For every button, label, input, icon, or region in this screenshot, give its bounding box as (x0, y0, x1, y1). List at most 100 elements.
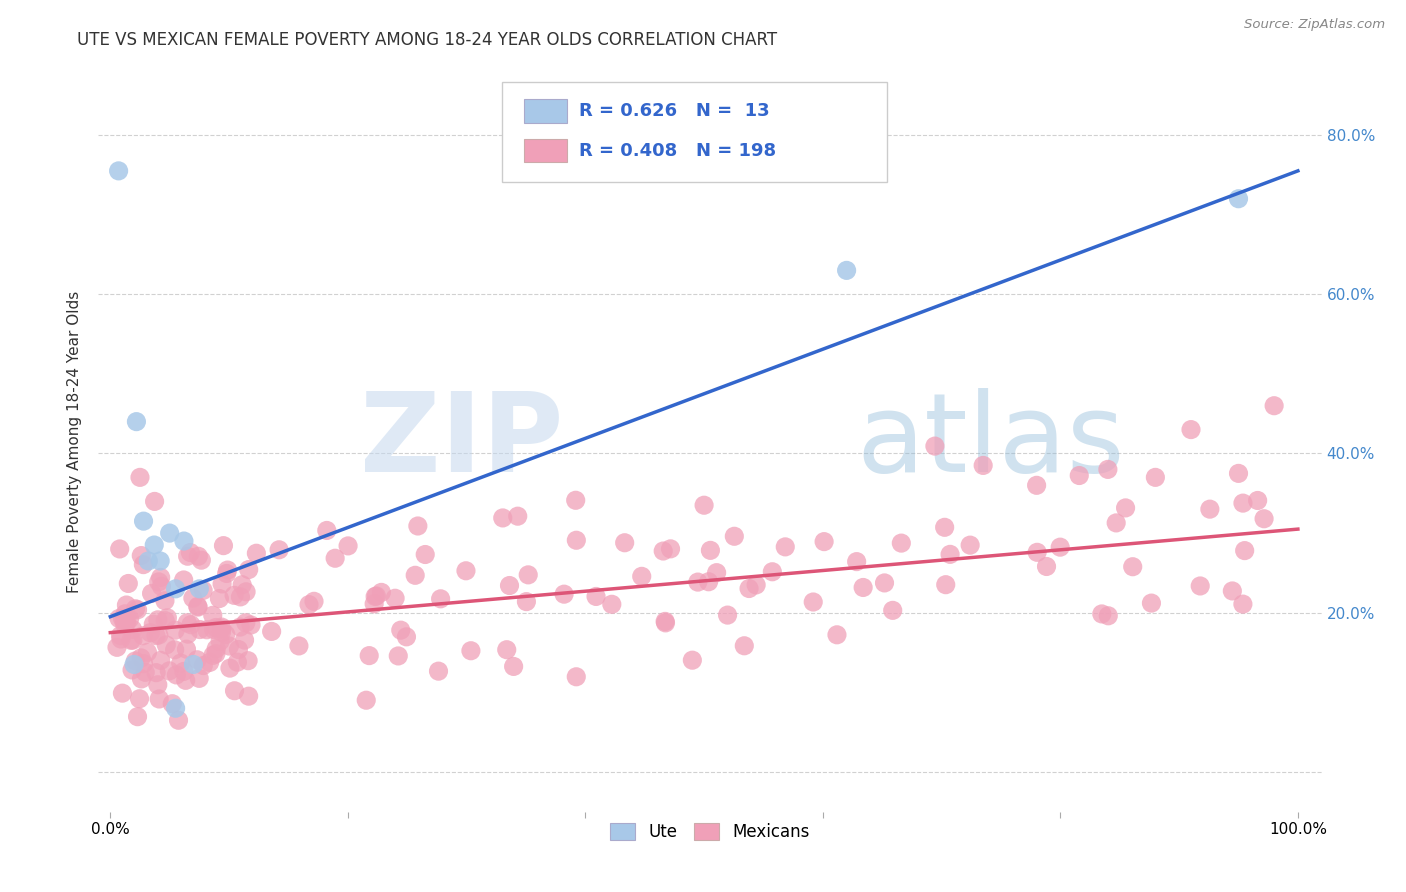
Point (190, 553, 212, 567)
Point (659, 541, 682, 556)
Point (129, 549, 152, 563)
Point (121, 663, 143, 677)
Point (934, 520, 956, 534)
Point (122, 657, 145, 672)
Point (235, 615, 257, 630)
Point (825, 628, 848, 642)
Point (117, 576, 139, 591)
Point (179, 545, 201, 559)
Point (775, 540, 797, 554)
Point (155, 638, 177, 652)
Point (1035, 559, 1057, 574)
Point (191, 583, 214, 598)
Y-axis label: Female Poverty Among 18-24 Year Olds: Female Poverty Among 18-24 Year Olds (67, 291, 83, 592)
Point (882, 603, 904, 617)
Point (205, 641, 228, 656)
Text: Source: ZipAtlas.com: Source: ZipAtlas.com (1244, 18, 1385, 31)
Point (890, 536, 912, 550)
Point (1227, 467, 1250, 481)
Point (114, 617, 136, 632)
Point (146, 613, 169, 627)
Point (156, 611, 179, 625)
Point (128, 691, 150, 706)
Point (686, 575, 709, 590)
Point (132, 657, 155, 671)
Text: atlas: atlas (856, 388, 1125, 495)
Point (176, 615, 198, 630)
Point (495, 642, 517, 657)
Point (697, 574, 720, 589)
Point (187, 549, 209, 564)
Point (959, 538, 981, 552)
Point (209, 634, 232, 648)
Point (188, 582, 211, 596)
Point (145, 665, 167, 680)
Point (389, 623, 412, 637)
Point (654, 615, 676, 630)
Point (1091, 607, 1114, 621)
Point (723, 529, 745, 543)
Point (427, 664, 450, 678)
Point (224, 588, 246, 602)
Point (195, 623, 218, 637)
Point (111, 686, 134, 700)
Point (924, 439, 946, 453)
Point (600, 597, 623, 611)
Point (553, 587, 575, 601)
Point (127, 603, 149, 617)
Point (120, 633, 142, 648)
Point (150, 579, 173, 593)
Point (112, 612, 135, 626)
Point (363, 597, 385, 611)
Point (115, 616, 138, 631)
Point (173, 573, 195, 587)
Point (706, 566, 728, 580)
Point (183, 657, 205, 672)
Point (218, 639, 240, 653)
Point (364, 590, 387, 604)
Point (127, 709, 149, 723)
Point (761, 565, 783, 579)
Point (229, 620, 252, 634)
Point (211, 622, 233, 636)
Point (134, 665, 156, 680)
Point (454, 564, 477, 578)
Point (852, 581, 875, 595)
Point (108, 611, 131, 625)
Legend: Ute, Mexicans: Ute, Mexicans (603, 816, 817, 847)
Point (186, 653, 208, 667)
Point (1220, 584, 1243, 599)
Point (149, 570, 172, 584)
Point (157, 664, 180, 678)
Point (498, 578, 520, 592)
Point (366, 589, 388, 603)
Point (1232, 597, 1254, 611)
Point (173, 534, 195, 549)
Point (132, 558, 155, 572)
Point (699, 543, 721, 558)
Point (205, 647, 228, 661)
Point (129, 470, 152, 484)
Point (226, 655, 249, 669)
Point (193, 658, 215, 673)
Point (565, 670, 588, 684)
Point (229, 590, 252, 604)
Point (149, 554, 172, 568)
Point (406, 519, 429, 533)
Point (835, 263, 858, 277)
Point (124, 601, 146, 615)
Point (429, 591, 451, 606)
Point (115, 598, 138, 612)
Point (202, 623, 225, 637)
Point (180, 617, 202, 632)
Point (302, 594, 325, 608)
Point (153, 614, 176, 628)
Point (236, 654, 259, 668)
Point (211, 625, 233, 640)
Point (165, 668, 187, 682)
Point (1115, 500, 1137, 515)
Point (142, 617, 165, 632)
Point (148, 628, 170, 642)
Text: UTE VS MEXICAN FEMALE POVERTY AMONG 18-24 YEAR OLDS CORRELATION CHART: UTE VS MEXICAN FEMALE POVERTY AMONG 18-2… (77, 31, 778, 49)
Point (136, 645, 159, 659)
